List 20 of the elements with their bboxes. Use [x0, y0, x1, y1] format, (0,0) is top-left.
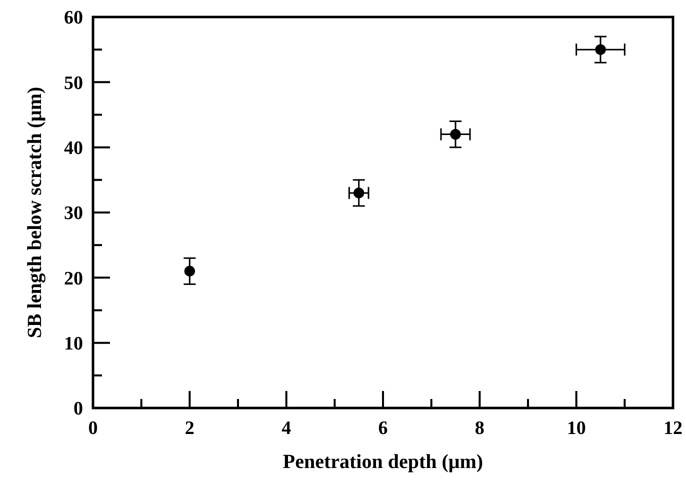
point — [595, 44, 606, 55]
x-tick-label: 6 — [378, 418, 388, 439]
y-tick-label: 60 — [64, 8, 83, 29]
y-axis-title: SB length below scratch (μm) — [24, 86, 46, 338]
point — [184, 266, 196, 276]
y-tick-label: 20 — [64, 268, 83, 290]
x-tick-label: 10 — [566, 418, 586, 439]
y-tick-label: 30 — [64, 203, 83, 224]
point — [353, 188, 364, 198]
x-tick-label: 0 — [88, 418, 98, 439]
y-tick-label: 50 — [64, 72, 83, 94]
x-tick-label: 12 — [664, 418, 682, 439]
y-tick-label: 40 — [64, 138, 83, 159]
x-axis-title: Penetration depth (μm) — [282, 451, 484, 473]
x-tick-label: 4 — [282, 418, 292, 439]
x-tick-label: 2 — [184, 418, 194, 439]
y-tick-label: 10 — [64, 333, 83, 354]
point — [450, 128, 461, 140]
y-tick-label: 0 — [74, 398, 83, 420]
x-tick-label: 8 — [474, 418, 484, 439]
